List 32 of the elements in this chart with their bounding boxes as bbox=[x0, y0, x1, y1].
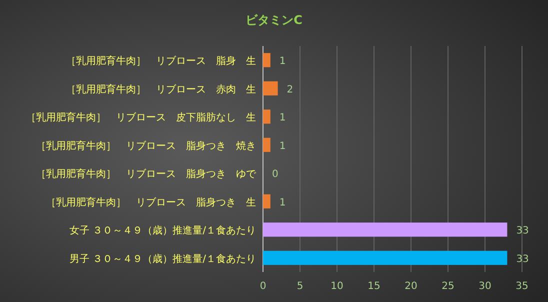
bar bbox=[263, 250, 508, 265]
data-label: 1 bbox=[279, 140, 286, 152]
y-tick-label: ［乳用肥育牛肉］ リブロース 脂身つき 生 bbox=[46, 196, 256, 208]
bar bbox=[263, 53, 270, 68]
x-tick-label: 20 bbox=[404, 281, 418, 292]
bar bbox=[263, 194, 270, 208]
y-tick-label: ［乳用肥育牛肉］ リブロース 脂身 生 bbox=[66, 55, 256, 68]
data-label: 2 bbox=[286, 84, 294, 96]
y-tick-label: ［乳用肥育牛肉］ リブロース 脂身つき 焼き bbox=[36, 140, 256, 152]
chart-title: ビタミンC bbox=[246, 13, 303, 27]
data-label: 33 bbox=[516, 254, 529, 265]
y-tick-label: 男子 ３０～４９（歳）推進量/１食あたり bbox=[69, 252, 256, 265]
x-tick-label: 0 bbox=[260, 281, 266, 292]
x-tick-label: 15 bbox=[368, 281, 380, 292]
bar bbox=[263, 81, 278, 96]
x-tick-label: 30 bbox=[478, 281, 492, 292]
x-tick-label: 35 bbox=[516, 281, 528, 292]
y-tick-label: 女子 ３０～４９（歳）推進量/１食あたり bbox=[69, 224, 256, 237]
data-label: 1 bbox=[279, 112, 286, 124]
y-tick-label: ［乳用肥育牛肉］ リブロース 皮下脂肪なし 生 bbox=[26, 112, 256, 124]
y-tick-label: ［乳用肥育牛肉］ リブロース 脂身つき ゆで bbox=[36, 168, 257, 180]
y-tick-label: ［乳用肥育牛肉］ リブロース 赤肉 生 bbox=[66, 83, 256, 96]
data-label: 33 bbox=[516, 226, 529, 237]
bar bbox=[263, 110, 270, 124]
bar bbox=[263, 138, 270, 152]
data-label: 1 bbox=[279, 56, 286, 68]
x-tick-label: 10 bbox=[330, 281, 344, 292]
data-label: 1 bbox=[279, 197, 286, 208]
x-tick-label: 25 bbox=[442, 281, 454, 292]
bar bbox=[263, 222, 508, 237]
x-tick-label: 5 bbox=[296, 281, 304, 292]
data-label: 0 bbox=[272, 169, 278, 180]
